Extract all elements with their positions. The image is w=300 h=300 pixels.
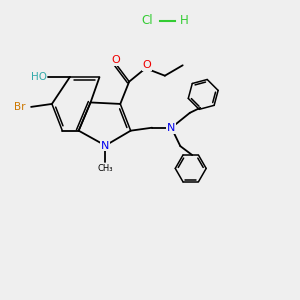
Text: O: O bbox=[143, 60, 152, 70]
Text: CH₃: CH₃ bbox=[98, 164, 113, 173]
Text: N: N bbox=[101, 140, 110, 151]
Text: H: H bbox=[180, 14, 189, 27]
Text: HO: HO bbox=[31, 72, 47, 82]
Text: Cl: Cl bbox=[141, 14, 153, 27]
Text: N: N bbox=[167, 123, 176, 133]
Text: O: O bbox=[111, 55, 120, 65]
Text: Br: Br bbox=[14, 102, 26, 112]
